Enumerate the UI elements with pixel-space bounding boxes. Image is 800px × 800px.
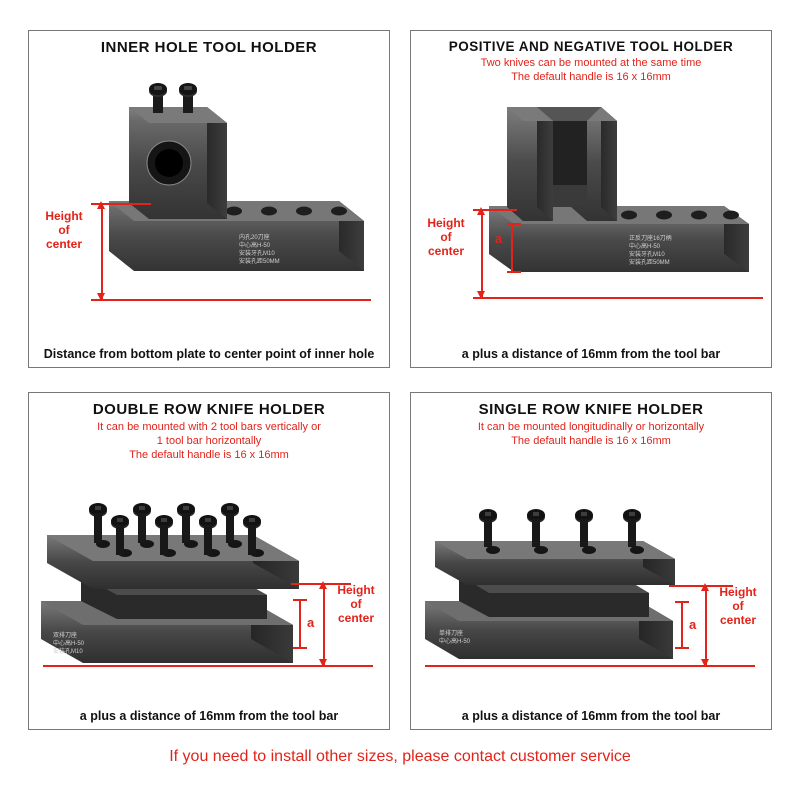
dim-label-a: a	[495, 231, 502, 246]
panel-caption: a plus a distance of 16mm from the tool …	[411, 347, 771, 361]
svg-text:中心高H-50: 中心高H-50	[629, 242, 661, 250]
infographic-grid: INNER HOLE TOOL HOLDER	[28, 30, 772, 730]
dim-label-height-of-center: Height of center	[419, 216, 473, 258]
svg-text:安装孔M10: 安装孔M10	[53, 647, 83, 655]
panel-subtitle: Two knives can be mounted at the same ti…	[411, 54, 771, 84]
svg-text:中心高H-50: 中心高H-50	[53, 639, 85, 647]
svg-text:中心高H-50: 中心高H-50	[439, 637, 471, 645]
dim-label-a: a	[689, 617, 696, 632]
panel-inner-hole: INNER HOLE TOOL HOLDER	[28, 30, 390, 368]
panel-caption: a plus a distance of 16mm from the tool …	[411, 709, 771, 723]
dim-label-height-of-center: Height of center	[37, 209, 91, 251]
svg-text:安装孔距50MM: 安装孔距50MM	[629, 258, 670, 266]
pos-neg-illustration: 正反刀座16刀柄 中心高H-50 安装牙孔M10 安装孔距50MM	[489, 101, 759, 301]
svg-text:双排刀座: 双排刀座	[53, 631, 77, 639]
single-row-illustration: 单排刀座 中心高H-50	[425, 473, 685, 673]
double-row-illustration: 双排刀座 中心高H-50 安装孔M10	[41, 479, 301, 679]
dim-label-height-of-center: Height of center	[711, 585, 765, 627]
panel-title: POSITIVE AND NEGATIVE TOOL HOLDER	[411, 31, 771, 54]
panel-subtitle: It can be mounted longitudinally or hori…	[411, 418, 771, 448]
svg-text:中心高H-50: 中心高H-50	[239, 241, 271, 249]
panel-subtitle: It can be mounted with 2 tool bars verti…	[29, 418, 389, 462]
svg-text:安装牙孔M10: 安装牙孔M10	[239, 249, 275, 257]
dim-label-height-of-center: Height of center	[329, 583, 383, 625]
panel-caption: Distance from bottom plate to center poi…	[29, 347, 389, 361]
panel-title: INNER HOLE TOOL HOLDER	[29, 31, 389, 56]
panel-pos-neg: POSITIVE AND NEGATIVE TOOL HOLDER Two kn…	[410, 30, 772, 368]
panel-caption: a plus a distance of 16mm from the tool …	[29, 709, 389, 723]
svg-text:正反刀座16刀柄: 正反刀座16刀柄	[629, 234, 672, 242]
svg-text:安装孔距50MM: 安装孔距50MM	[239, 257, 280, 265]
inner-hole-illustration: 内孔20刀座 中心高H-50 安装牙孔M10 安装孔距50MM	[109, 71, 369, 301]
svg-text:单排刀座: 单排刀座	[439, 629, 463, 637]
panel-double-row: DOUBLE ROW KNIFE HOLDER It can be mounte…	[28, 392, 390, 730]
svg-text:内孔20刀座: 内孔20刀座	[239, 233, 270, 241]
dim-label-a: a	[307, 615, 314, 630]
footer-note: If you need to install other sizes, plea…	[28, 748, 772, 766]
panel-title: SINGLE ROW KNIFE HOLDER	[411, 393, 771, 418]
panel-single-row: SINGLE ROW KNIFE HOLDER It can be mounte…	[410, 392, 772, 730]
svg-text:安装牙孔M10: 安装牙孔M10	[629, 250, 665, 258]
panel-title: DOUBLE ROW KNIFE HOLDER	[29, 393, 389, 418]
